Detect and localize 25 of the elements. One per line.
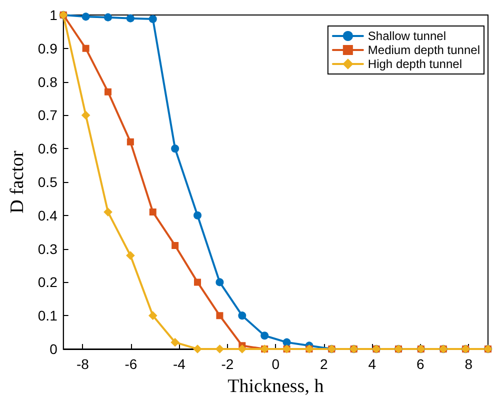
x-tick-label: 0 [272, 356, 280, 372]
y-tick-label: 0.5 [38, 174, 58, 190]
x-tick-label: -8 [76, 356, 90, 372]
x-tick-label: 2 [320, 356, 328, 372]
y-tick-label: 0.3 [38, 240, 58, 257]
x-tick-label: 6 [416, 356, 425, 372]
y-tick-label: 0.9 [38, 40, 58, 56]
legend-label: Medium depth tunnel [368, 43, 480, 57]
x-tick-label: -6 [124, 356, 138, 372]
y-tick-label: 1 [50, 7, 58, 23]
x-tick-label: -2 [221, 356, 234, 372]
legend-label: Shallow tunnel [368, 29, 446, 43]
legend-label: High depth tunnel [368, 57, 462, 71]
x-tick-label: 8 [464, 356, 473, 372]
x-axis-title: Thickness, h [228, 376, 324, 397]
y-tick-label: 0.2 [38, 274, 58, 290]
y-tick-label: 0 [50, 341, 58, 357]
y-tick-label: 0.8 [38, 74, 58, 90]
y-tick-label: 0.4 [38, 207, 58, 224]
x-tick-label: -4 [172, 356, 186, 372]
y-tick-label: 0.7 [38, 107, 58, 124]
y-axis-title: D factor [7, 150, 28, 214]
x-tick-label: 4 [368, 356, 376, 372]
y-tick-label: 0.1 [38, 308, 58, 324]
y-tick-label: 0.6 [38, 140, 58, 157]
